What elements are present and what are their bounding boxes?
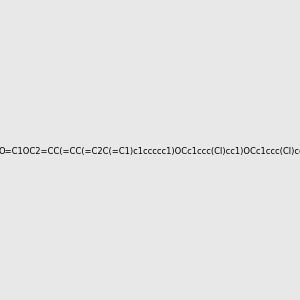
Text: O=C1OC2=CC(=CC(=C2C(=C1)c1ccccc1)OCc1ccc(Cl)cc1)OCc1ccc(Cl)cc1: O=C1OC2=CC(=CC(=C2C(=C1)c1ccccc1)OCc1ccc… — [0, 147, 300, 156]
